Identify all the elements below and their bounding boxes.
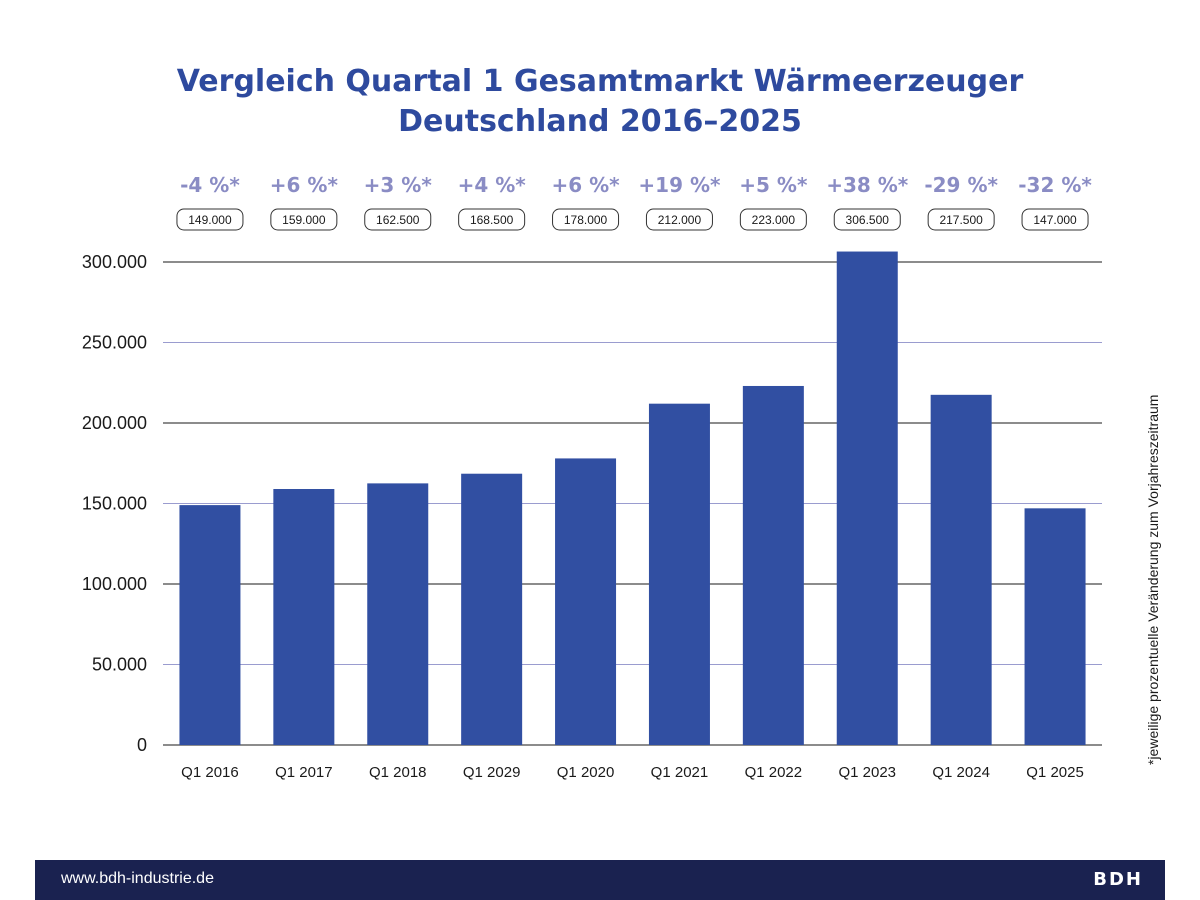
x-tick-label: Q1 2021 — [651, 764, 709, 781]
bar — [367, 483, 429, 745]
change-label: +6 %* — [551, 173, 620, 197]
x-tick-label: Q1 2018 — [369, 764, 427, 781]
value-pill — [364, 208, 432, 231]
change-label: +5 %* — [739, 173, 808, 197]
bar — [1024, 508, 1086, 745]
x-tick-label: Q1 2020 — [557, 764, 615, 781]
change-label: +38 %* — [826, 173, 909, 197]
data-label: 223.000 — [752, 213, 796, 227]
change-label: +3 %* — [364, 173, 433, 197]
x-tick-label: Q1 2024 — [932, 764, 990, 781]
data-label: 217.500 — [939, 213, 983, 227]
bar — [273, 489, 335, 745]
data-label: 147.000 — [1033, 213, 1077, 227]
bar — [836, 251, 898, 745]
chart-title-line-1: Vergleich Quartal 1 Gesamtmarkt Wärmeerz… — [176, 64, 1024, 99]
bar — [555, 458, 617, 745]
y-tick-label: 50.000 — [92, 655, 147, 675]
value-pill — [927, 208, 995, 231]
change-label: +6 %* — [270, 173, 339, 197]
footer-url[interactable]: www.bdh-industrie.de — [61, 870, 214, 887]
data-label: 168.500 — [470, 213, 514, 227]
data-label: 159.000 — [282, 213, 326, 227]
data-label: 212.000 — [658, 213, 702, 227]
value-pill — [552, 208, 620, 231]
bar — [742, 385, 804, 745]
value-pill — [1021, 208, 1089, 231]
data-label: 306.500 — [846, 213, 890, 227]
value-pill — [739, 208, 807, 231]
value-pill — [833, 208, 901, 231]
bar — [930, 394, 992, 745]
y-tick-label: 150.000 — [82, 494, 147, 514]
change-label: -32 %* — [1018, 173, 1092, 197]
x-tick-label: Q1 2029 — [463, 764, 521, 781]
bar — [179, 505, 241, 745]
chart-title: Vergleich Quartal 1 Gesamtmarkt Wärmeerz… — [0, 62, 1200, 142]
value-pill — [645, 208, 713, 231]
x-tick-label: Q1 2017 — [275, 764, 333, 781]
bar — [648, 403, 710, 745]
chart-title-line-2: Deutschland 2016–2025 — [398, 104, 802, 139]
data-label: 162.500 — [376, 213, 420, 227]
footnote: *jeweilige prozentuelle Veränderung zum … — [1145, 394, 1161, 765]
data-label: 178.000 — [564, 213, 608, 227]
y-tick-label: 200.000 — [82, 413, 147, 433]
value-pill — [458, 208, 526, 231]
change-label: -29 %* — [924, 173, 998, 197]
value-pill — [270, 208, 338, 231]
y-tick-label: 100.000 — [82, 574, 147, 594]
x-tick-label: Q1 2016 — [181, 764, 239, 781]
bar — [461, 473, 523, 745]
change-label: -4 %* — [180, 173, 240, 197]
x-tick-label: Q1 2025 — [1026, 764, 1084, 781]
x-tick-label: Q1 2022 — [745, 764, 803, 781]
change-label: +4 %* — [458, 173, 527, 197]
footer-bar: www.bdh-industrie.de BDH — [35, 860, 1165, 900]
y-tick-label: 0 — [137, 735, 147, 755]
y-tick-label: 300.000 — [82, 252, 147, 272]
data-label: 149.000 — [188, 213, 232, 227]
bdh-logo: BDH — [1093, 869, 1143, 890]
x-tick-label: Q1 2023 — [838, 764, 896, 781]
value-pill — [176, 208, 244, 231]
change-label: +19 %* — [638, 173, 721, 197]
y-tick-label: 250.000 — [82, 333, 147, 353]
